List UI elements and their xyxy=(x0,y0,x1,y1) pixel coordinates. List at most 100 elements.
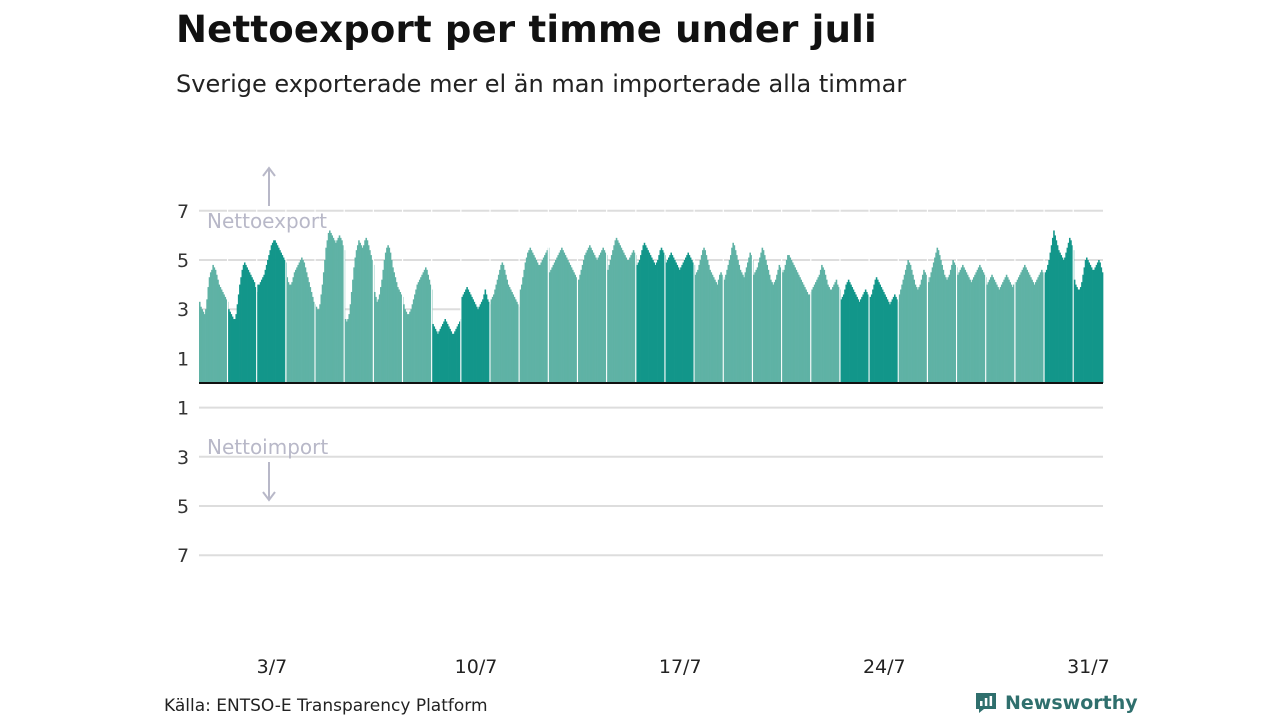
bar xyxy=(308,282,310,383)
annotations: Nettoexport Nettoimport xyxy=(207,166,328,502)
bar xyxy=(213,267,216,383)
bar xyxy=(320,294,323,383)
bar xyxy=(463,291,466,383)
bar xyxy=(516,301,518,383)
bar xyxy=(208,277,211,383)
bar xyxy=(326,240,329,383)
bar xyxy=(948,274,951,383)
bar xyxy=(298,262,301,383)
bar xyxy=(1047,264,1049,383)
bar xyxy=(745,267,748,383)
bar xyxy=(325,247,327,383)
bar xyxy=(1048,260,1050,383)
brand-logo[interactable]: Newsworthy xyxy=(975,692,1138,714)
bar xyxy=(917,289,919,383)
bar xyxy=(986,284,988,383)
bar xyxy=(209,272,212,383)
bar xyxy=(646,247,648,383)
bar xyxy=(241,269,244,383)
bar xyxy=(647,250,649,383)
bar xyxy=(795,269,798,383)
bar xyxy=(1055,240,1058,383)
bar xyxy=(851,287,854,383)
bar xyxy=(987,282,990,383)
bar xyxy=(367,245,370,383)
bar xyxy=(1083,267,1086,383)
bar xyxy=(530,250,533,383)
bar xyxy=(207,287,210,383)
bar xyxy=(688,255,691,383)
bar xyxy=(1002,282,1004,383)
bar xyxy=(914,284,917,383)
bar xyxy=(292,277,295,383)
bar xyxy=(235,314,238,383)
bar xyxy=(252,279,255,383)
bar xyxy=(1075,284,1077,383)
bar xyxy=(302,260,304,383)
bar xyxy=(264,269,267,383)
bar xyxy=(218,284,221,383)
bar xyxy=(557,255,560,383)
bar xyxy=(550,269,552,383)
bar xyxy=(1061,257,1064,383)
bar xyxy=(269,250,272,383)
bar xyxy=(845,284,847,383)
bar xyxy=(734,250,737,383)
bar xyxy=(517,304,519,383)
annotation-import-label: Nettoimport xyxy=(207,435,328,459)
bar xyxy=(433,326,436,383)
bar xyxy=(580,269,583,383)
bar xyxy=(640,255,642,383)
bar xyxy=(1065,252,1067,383)
bar xyxy=(282,257,285,383)
bar xyxy=(637,262,640,383)
bar xyxy=(937,250,940,383)
day-separator xyxy=(1043,186,1045,383)
bar xyxy=(1056,245,1059,383)
bar xyxy=(443,321,445,383)
bar xyxy=(675,262,677,383)
bar xyxy=(859,299,862,383)
bar xyxy=(225,299,228,383)
bar xyxy=(753,274,755,383)
bar xyxy=(457,323,460,383)
bar xyxy=(1078,289,1081,383)
bar xyxy=(246,267,248,383)
bar xyxy=(652,260,654,383)
bar xyxy=(856,296,858,383)
bar xyxy=(975,272,977,383)
source-note: Källa: ENTSO-E Transparency Platform xyxy=(164,696,488,716)
day-separator xyxy=(897,186,899,383)
bar xyxy=(739,269,742,383)
bar xyxy=(988,279,991,383)
bar xyxy=(919,284,922,383)
bar xyxy=(519,289,522,383)
bar xyxy=(823,269,826,383)
bar xyxy=(658,255,660,383)
bar xyxy=(1031,279,1033,383)
bar xyxy=(808,294,811,383)
bar xyxy=(963,267,965,383)
bar xyxy=(535,260,538,383)
bar xyxy=(427,274,429,383)
bar xyxy=(597,257,600,383)
bar xyxy=(555,260,557,383)
bar xyxy=(852,289,855,383)
bar xyxy=(293,272,296,383)
bar xyxy=(1090,267,1093,383)
bar xyxy=(1066,247,1069,383)
annotation-export-label: Nettoexport xyxy=(207,209,327,233)
bar xyxy=(767,269,770,383)
day-separator xyxy=(1014,186,1016,383)
bar xyxy=(353,267,355,383)
bar xyxy=(1094,267,1097,383)
bar xyxy=(593,255,596,383)
bar xyxy=(683,260,686,383)
bar xyxy=(523,269,525,383)
bar xyxy=(387,245,389,383)
bar xyxy=(1093,269,1095,383)
bar xyxy=(415,289,417,383)
bar xyxy=(287,282,290,383)
bar xyxy=(567,260,569,383)
bar xyxy=(685,257,687,383)
